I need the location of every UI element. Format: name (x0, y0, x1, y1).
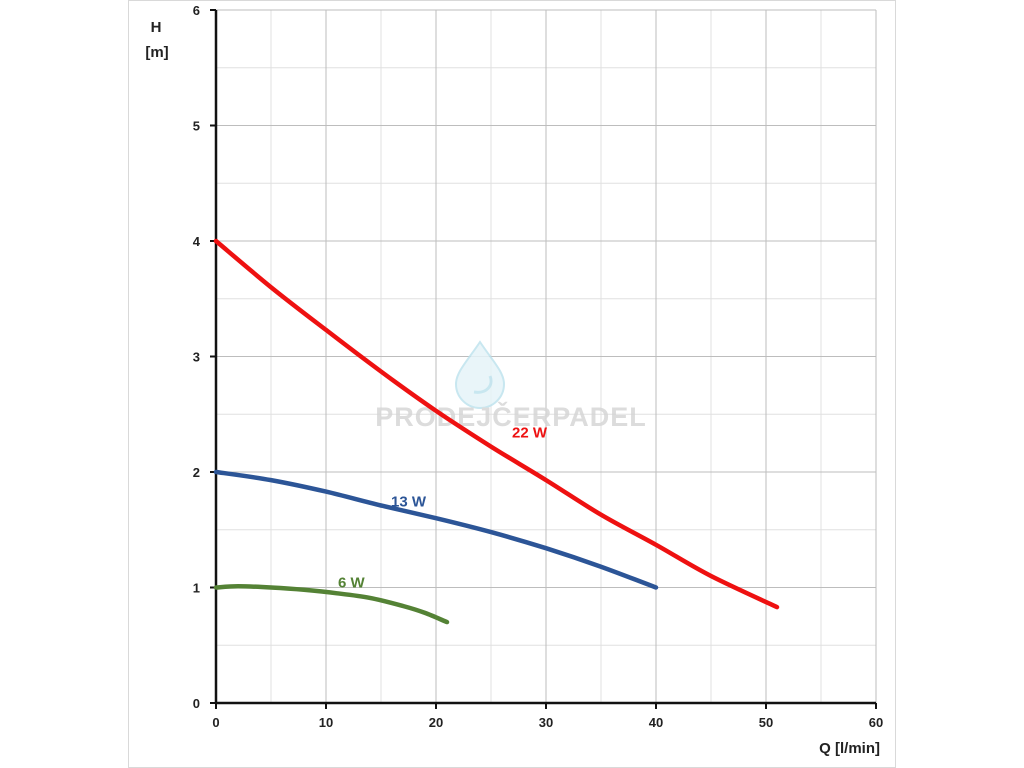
series-label-2: 6 W (338, 575, 366, 592)
x-tick-label: 10 (319, 715, 333, 730)
y-tick-label: 1 (193, 581, 200, 596)
x-tick-label: 60 (869, 715, 883, 730)
x-tick-label: 30 (539, 715, 553, 730)
series-line-2 (213, 584, 450, 625)
y-tick-label: 3 (193, 350, 200, 365)
series-label-0: 22 W (512, 424, 548, 441)
x-tick-label: 0 (212, 715, 219, 730)
series-label-1: 13 W (391, 494, 427, 511)
series-layer (213, 238, 780, 625)
watermark-text: PRODEJČERPADEL (375, 401, 647, 432)
x-tick-label: 20 (429, 715, 443, 730)
x-tick-label: 50 (759, 715, 773, 730)
water-drop-icon (454, 340, 506, 409)
y-tick-label: 0 (193, 696, 200, 711)
y-tick-label: 2 (193, 465, 200, 480)
x-axis-title: Q [l/min] (819, 740, 880, 757)
chart-frame (128, 0, 896, 768)
series-line-0 (213, 238, 780, 610)
y-axis-title-h: H (151, 19, 162, 36)
y-tick-label: 6 (193, 3, 200, 18)
series-labels: 22 W 13 W 6 W (338, 424, 548, 591)
watermark: PRODEJČERPADEL (375, 340, 647, 432)
y-tick-label: 4 (193, 234, 201, 249)
x-tick-label: 40 (649, 715, 663, 730)
y-axis-title-unit: [m] (145, 44, 168, 61)
y-tick-labels: 0 1 2 3 4 5 6 (193, 3, 201, 711)
x-tick-labels: 0 10 20 30 40 50 60 (212, 715, 883, 730)
y-tick-label: 5 (193, 119, 200, 134)
major-grid (216, 9, 877, 703)
drop-swirl-icon (473, 375, 493, 394)
axis-ticks (210, 9, 877, 709)
series-line-1 (213, 469, 659, 590)
